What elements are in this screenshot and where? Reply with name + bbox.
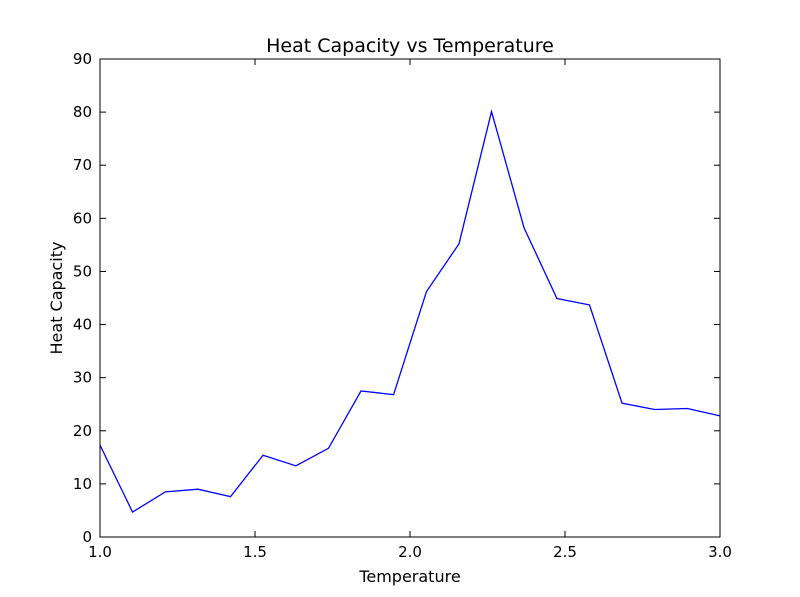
y-tick-label: 60 [73, 209, 92, 227]
y-tick-label: 90 [73, 50, 92, 68]
x-tick-label: 2.0 [398, 543, 422, 561]
chart-title: Heat Capacity vs Temperature [266, 35, 554, 57]
y-tick-label: 50 [73, 262, 92, 280]
y-tick-label: 70 [73, 156, 92, 174]
axis-ticks: 1.0 1.5 2.0 2.5 3.0 0 10 20 30 40 50 60 70 80 90 [73, 50, 732, 561]
x-tick-label: 1.0 [88, 543, 112, 561]
y-tick-label: 30 [73, 369, 92, 387]
y-axis-label: Heat Capacity [47, 242, 66, 355]
y-tick-label: 0 [82, 528, 92, 546]
y-tick-label: 40 [73, 316, 92, 334]
y-tick-label: 20 [73, 422, 92, 440]
x-tick-label: 2.5 [553, 543, 577, 561]
x-tick-label: 1.5 [243, 543, 267, 561]
y-tick-label: 80 [73, 103, 92, 121]
x-tick-label: 3.0 [708, 543, 732, 561]
y-tick-label: 10 [73, 475, 92, 493]
series-line-0 [99, 109, 721, 513]
x-axis-label: Temperature [358, 567, 460, 586]
